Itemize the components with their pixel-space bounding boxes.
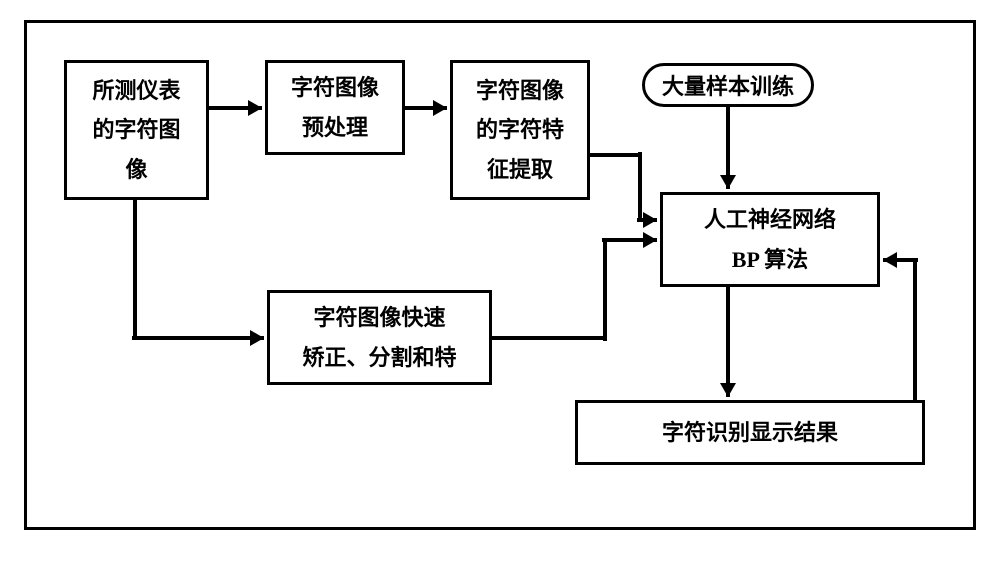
node-preproc-label: 字符图像预处理 [291,68,379,147]
node-fastcorr: 字符图像快速矫正、分割和特 [267,290,492,385]
node-bp-label: 人工神经网络BP 算法 [704,200,836,279]
node-result-label: 字符识别显示结果 [662,413,838,453]
node-samples: 大量样本训练 [642,63,814,107]
node-samples-label: 大量样本训练 [662,69,794,101]
node-input-label: 所测仪表的字符图像 [92,71,180,190]
node-result: 字符识别显示结果 [575,400,925,465]
node-input: 所测仪表的字符图像 [64,60,209,200]
node-preproc: 字符图像预处理 [265,60,405,155]
node-feature-label: 字符图像的字符特征提取 [476,71,564,190]
node-feature: 字符图像的字符特征提取 [450,60,590,200]
node-bp: 人工神经网络BP 算法 [660,192,880,287]
node-fastcorr-label: 字符图像快速矫正、分割和特 [302,298,456,377]
diagram-canvas: 所测仪表的字符图像 字符图像预处理 字符图像的字符特征提取 大量样本训练 人工神… [0,0,1000,566]
